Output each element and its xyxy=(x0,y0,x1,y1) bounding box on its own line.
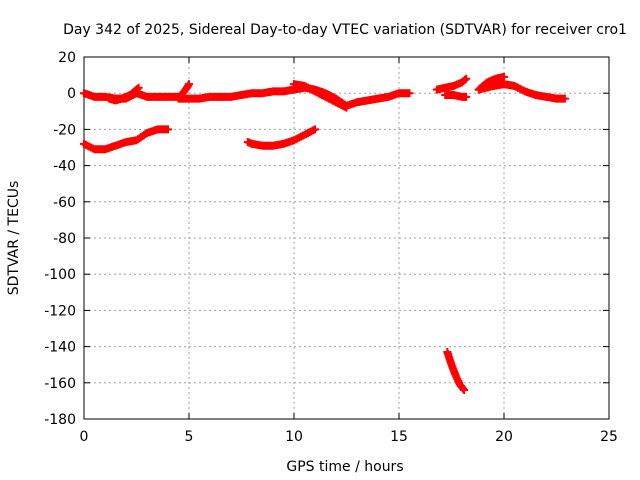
data-point xyxy=(560,94,569,103)
series-arc-7 xyxy=(342,89,414,110)
y-tick-label: -60 xyxy=(53,195,76,211)
x-axis-label: GPS time / hours xyxy=(286,459,403,475)
y-tick-label: -100 xyxy=(44,267,76,283)
x-tick-label: 15 xyxy=(390,429,408,445)
y-tick-label: -180 xyxy=(44,412,76,428)
data-point xyxy=(460,386,469,395)
y-tick-label: -160 xyxy=(44,376,76,392)
data-point xyxy=(164,125,172,134)
y-tick-label: 20 xyxy=(58,50,76,66)
x-tick-label: 25 xyxy=(600,429,618,445)
grid xyxy=(84,57,609,419)
data-point xyxy=(311,125,319,134)
x-tick-label: 0 xyxy=(80,429,89,445)
data-point xyxy=(460,75,469,84)
series-arc-5 xyxy=(290,80,351,112)
chart-title: Day 342 of 2025, Sidereal Day-to-day VTE… xyxy=(63,22,627,38)
data-point xyxy=(459,384,468,393)
series-arc-2 xyxy=(80,125,172,154)
y-tick-label: -120 xyxy=(44,303,76,319)
data-point xyxy=(405,89,414,98)
y-tick-label: -20 xyxy=(53,122,76,138)
series-arc-1b xyxy=(105,83,143,105)
data-point xyxy=(500,72,508,81)
series-arc-8b xyxy=(441,91,471,101)
y-tick-label: -140 xyxy=(44,340,76,356)
y-tick-label: -80 xyxy=(53,231,76,247)
series-arc-8 xyxy=(432,74,471,94)
data-point xyxy=(133,84,142,93)
data-point xyxy=(462,92,471,101)
series-arc-6 xyxy=(243,125,319,150)
y-axis-label: SDTVAR / TECUs xyxy=(6,181,22,296)
y-tick-label: -40 xyxy=(53,159,76,175)
data-points xyxy=(80,72,569,395)
data-point xyxy=(462,74,471,83)
x-tick-label: 5 xyxy=(185,429,194,445)
series-arc-11 xyxy=(443,348,469,395)
x-tick-label: 20 xyxy=(495,429,513,445)
series-arc-10 xyxy=(474,80,569,103)
data-point xyxy=(185,80,193,89)
data-point xyxy=(134,83,143,92)
x-tick-label: 10 xyxy=(285,429,303,445)
y-tick-label: 0 xyxy=(67,86,76,102)
